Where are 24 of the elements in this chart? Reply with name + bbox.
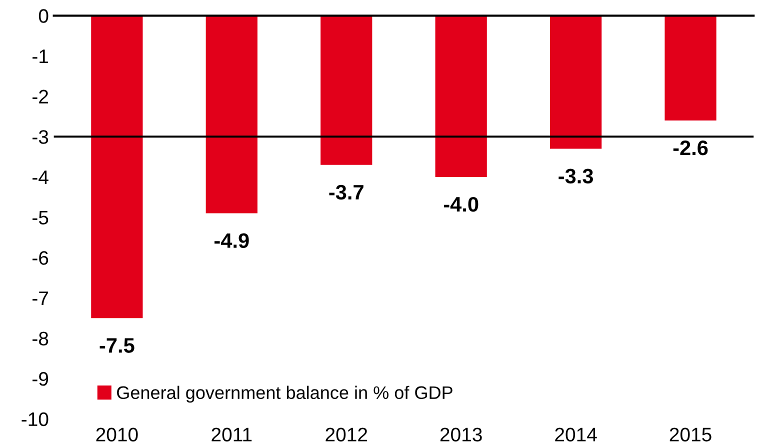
x-tick-label: 2010 <box>96 428 138 442</box>
y-tick-label: -1 <box>32 50 48 64</box>
data-label: -4.0 <box>444 196 478 212</box>
y-tick-label: -6 <box>32 251 48 265</box>
y-tick-label: -8 <box>32 332 48 346</box>
y-tick-label: -7 <box>32 292 48 305</box>
x-tick-label: 2013 <box>440 428 482 442</box>
y-tick-label: -3 <box>32 130 48 144</box>
y-tick-label: 0 <box>38 9 48 23</box>
data-label: -3.7 <box>329 184 364 200</box>
y-tick-label: -2 <box>32 90 48 104</box>
legend-label: General government balance in % of GDP <box>117 386 452 403</box>
y-tick-label: -4 <box>32 170 48 184</box>
x-tick-label: 2015 <box>670 428 712 442</box>
data-label: -7.5 <box>100 338 134 353</box>
y-tick-label: -9 <box>32 372 48 386</box>
x-tick-label: 2012 <box>326 428 368 442</box>
y-tick-label: -10 <box>22 412 48 426</box>
y-tick-label: -5 <box>32 210 48 225</box>
x-tick-label: 2011 <box>212 428 252 442</box>
data-label: -4.9 <box>214 233 249 248</box>
x-tick-label: 2014 <box>555 428 597 442</box>
data-label: -2.6 <box>673 140 708 156</box>
data-label: -3.3 <box>558 168 594 184</box>
